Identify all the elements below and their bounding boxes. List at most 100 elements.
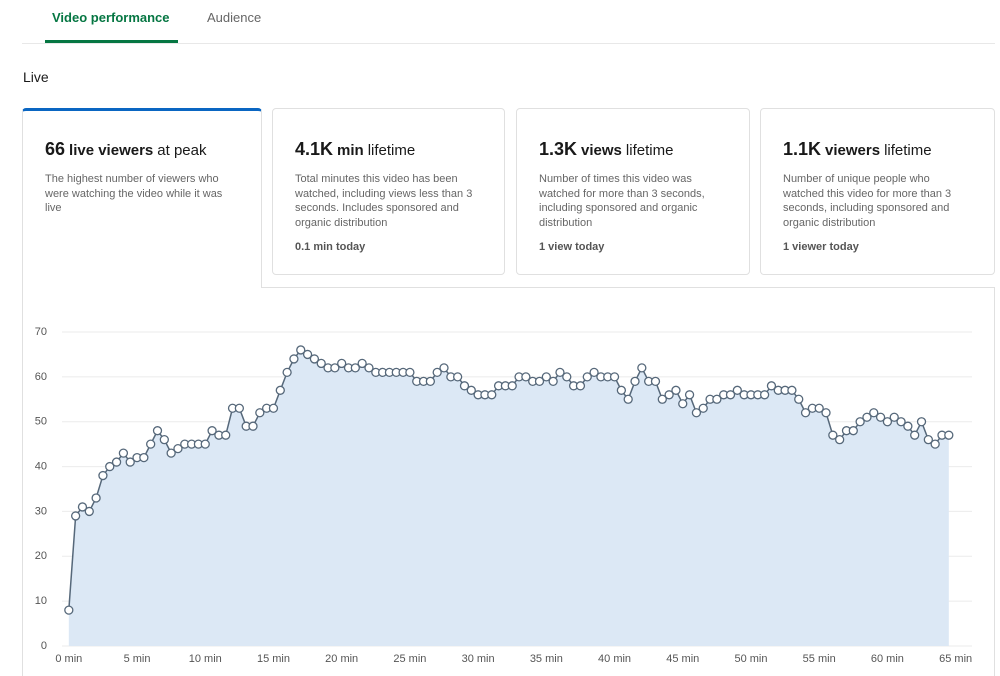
y-tick-label: 40 bbox=[35, 460, 47, 472]
point bbox=[289, 354, 299, 364]
metric-card[interactable]: 1.1K viewers lifetime Number of unique peop… bbox=[760, 108, 995, 275]
y-tick-label: 10 bbox=[35, 595, 47, 607]
metric-unit: min bbox=[337, 142, 364, 159]
point bbox=[439, 363, 449, 373]
point bbox=[923, 435, 933, 445]
point bbox=[855, 417, 865, 427]
metric-unit: live viewers bbox=[69, 142, 154, 159]
metric-suffix: at peak bbox=[157, 142, 207, 159]
point bbox=[848, 426, 858, 436]
x-tick-label: 20 min bbox=[325, 653, 358, 665]
point bbox=[930, 439, 940, 449]
point bbox=[125, 457, 135, 467]
point bbox=[466, 385, 476, 395]
point bbox=[507, 381, 517, 391]
point bbox=[70, 511, 81, 521]
point bbox=[200, 439, 210, 449]
point bbox=[671, 385, 681, 395]
metric-value: 1.3K bbox=[539, 139, 578, 159]
metric-card[interactable]: 66 live viewers at peak The highest number … bbox=[22, 108, 262, 288]
point bbox=[589, 367, 599, 378]
point bbox=[609, 372, 620, 382]
y-tick-label: 0 bbox=[41, 640, 47, 652]
point bbox=[562, 372, 572, 382]
metric-card[interactable]: 4.1K min lifetime Total minutes this video … bbox=[272, 108, 505, 275]
point bbox=[364, 363, 374, 373]
x-tick-label: 40 min bbox=[598, 653, 631, 665]
point bbox=[98, 470, 108, 481]
point bbox=[889, 412, 899, 422]
point bbox=[152, 426, 163, 436]
x-tick-label: 0 min bbox=[55, 653, 82, 665]
x-tick-label: 45 min bbox=[666, 653, 699, 665]
point bbox=[664, 390, 674, 400]
tab[interactable]: Audience bbox=[207, 10, 262, 25]
point bbox=[555, 367, 565, 378]
point bbox=[173, 443, 183, 454]
x-tick-label: 5 min bbox=[124, 653, 151, 665]
point bbox=[821, 408, 831, 418]
point bbox=[111, 457, 122, 467]
point bbox=[405, 367, 415, 378]
point bbox=[616, 385, 627, 395]
point bbox=[541, 372, 551, 382]
x-tick-label: 60 min bbox=[871, 653, 904, 665]
point bbox=[916, 417, 927, 427]
point bbox=[944, 430, 954, 440]
point bbox=[712, 394, 722, 404]
point bbox=[105, 461, 115, 472]
metric-value: 66 bbox=[45, 139, 66, 159]
metric-heading: 1.3K views lifetime bbox=[539, 139, 727, 160]
point bbox=[207, 426, 217, 436]
x-tick-label: 30 min bbox=[462, 653, 495, 665]
point bbox=[759, 390, 770, 400]
y-tick-label: 70 bbox=[35, 326, 47, 338]
point bbox=[698, 403, 708, 413]
tab[interactable]: Video performance bbox=[52, 10, 170, 25]
point bbox=[268, 403, 279, 413]
point bbox=[657, 394, 667, 404]
metric-heading: 66 live viewers at peak bbox=[45, 139, 239, 160]
point bbox=[255, 408, 265, 418]
metric-description: Total minutes this video has been watche… bbox=[295, 173, 473, 229]
point bbox=[275, 385, 285, 395]
metric-suffix: lifetime bbox=[884, 142, 932, 159]
point bbox=[630, 376, 640, 386]
point bbox=[234, 403, 245, 413]
point bbox=[835, 435, 845, 445]
point bbox=[766, 381, 777, 391]
point bbox=[732, 385, 742, 395]
point bbox=[357, 358, 367, 369]
point bbox=[248, 421, 258, 431]
point bbox=[882, 417, 893, 427]
metric-suffix: lifetime bbox=[625, 142, 674, 159]
x-tick-label: 55 min bbox=[803, 653, 836, 665]
point bbox=[296, 345, 306, 355]
metric-description: Number of unique people who watched this… bbox=[783, 173, 952, 229]
metric-card[interactable]: 1.3K views lifetime Number of times this vi… bbox=[516, 108, 750, 275]
point bbox=[794, 394, 804, 404]
point bbox=[282, 367, 292, 378]
chart: 0 10 20 30 40 50 60 70 0 min 5 min 10 min 15 min 20 … bbox=[35, 326, 972, 665]
point bbox=[875, 412, 886, 422]
point bbox=[787, 385, 797, 395]
metric-heading: 4.1K min lifetime bbox=[295, 139, 482, 160]
point bbox=[521, 372, 531, 382]
section-title: Live bbox=[23, 69, 49, 85]
y-tick-label: 20 bbox=[35, 550, 47, 562]
point bbox=[910, 430, 920, 440]
metric-unit: views bbox=[581, 142, 622, 159]
point bbox=[432, 367, 442, 378]
point bbox=[582, 372, 592, 382]
point bbox=[800, 408, 811, 418]
point bbox=[623, 394, 633, 404]
point bbox=[337, 358, 347, 369]
point bbox=[146, 439, 156, 449]
point bbox=[118, 448, 129, 458]
metric-unit: viewers bbox=[825, 142, 881, 159]
point bbox=[64, 605, 74, 615]
point bbox=[91, 493, 101, 503]
tab-underline bbox=[45, 40, 178, 43]
point bbox=[84, 506, 94, 517]
